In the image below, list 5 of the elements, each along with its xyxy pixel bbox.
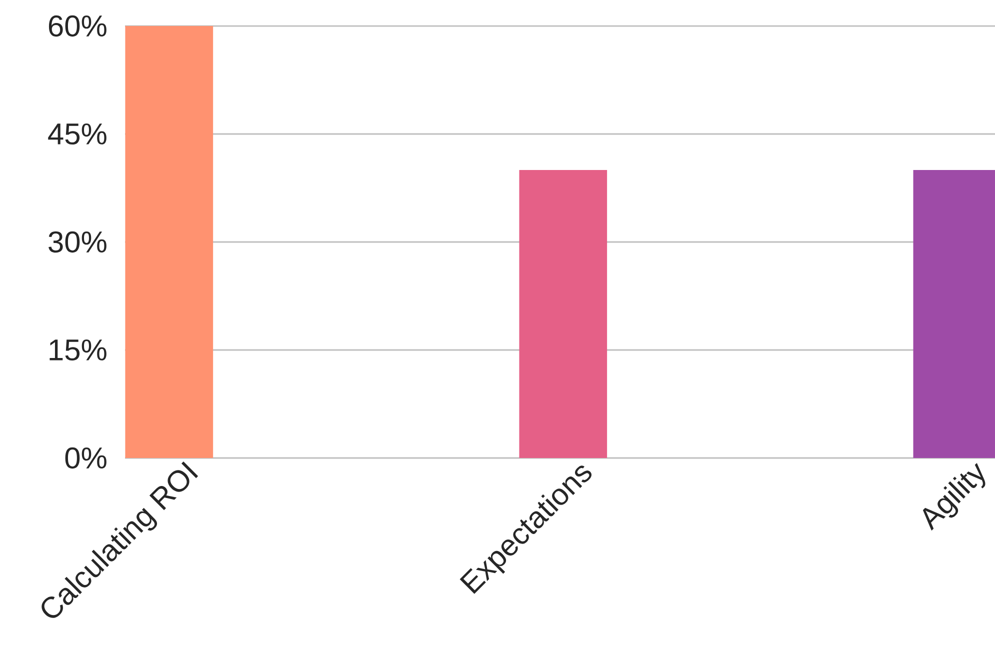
y-tick-label: 30% <box>48 231 106 253</box>
y-tick-label: 15% <box>50 339 106 361</box>
y-tick-label: 0% <box>65 447 106 469</box>
y-tick-label: 45% <box>48 123 106 145</box>
y-tick-label: 60% <box>48 15 106 37</box>
